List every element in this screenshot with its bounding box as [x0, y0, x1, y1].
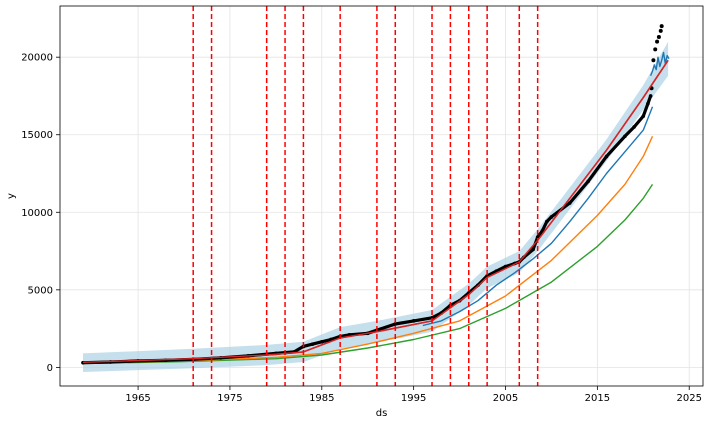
trend-line [82, 59, 669, 363]
observed-point [393, 322, 398, 326]
blue-line-series [422, 106, 654, 327]
observed-point [658, 28, 663, 33]
y-axis-ticks: 0 5000 10000 15000 20000 [21, 53, 60, 374]
observed-point [586, 179, 590, 184]
x-tick-label: 2025 [676, 393, 701, 404]
observed-point [656, 35, 661, 40]
grid-lines [60, 6, 703, 386]
x-tick-label: 2005 [493, 393, 518, 404]
x-tick-label: 1965 [125, 393, 150, 404]
uncertainty-band [83, 41, 669, 372]
observed-point [651, 58, 656, 63]
changepoint-lines [192, 6, 539, 386]
forecast-series [649, 51, 670, 77]
y-axis-label: y [6, 193, 17, 199]
orange-line-series [82, 136, 654, 364]
x-tick-label: 1995 [401, 393, 426, 404]
observed-point [568, 201, 572, 205]
x-tick-label: 2015 [585, 393, 610, 404]
y-tick-label: 20000 [21, 53, 53, 64]
observed-point [310, 342, 315, 346]
observed-point [653, 47, 658, 52]
y-tick-label: 10000 [21, 208, 53, 219]
x-axis-label: ds [376, 408, 388, 419]
observed-point [430, 315, 434, 320]
observed-point [623, 134, 627, 139]
observed-point [545, 219, 549, 224]
x-tick-label: 1975 [217, 393, 242, 404]
observed-series [81, 94, 653, 365]
observed-point [531, 247, 535, 252]
observed-point [659, 24, 664, 29]
observed-point [319, 339, 324, 344]
observed-point [648, 94, 653, 98]
x-tick-label: 1985 [309, 393, 334, 404]
y-tick-label: 5000 [28, 285, 53, 296]
observed-point [655, 39, 660, 44]
green-line-series [82, 184, 654, 365]
observed-point [641, 114, 646, 118]
observed-point [646, 101, 650, 106]
uncertainty-area [83, 41, 669, 372]
y-tick-label: 15000 [21, 130, 53, 141]
x-axis-ticks: 1965 1975 1985 1995 2005 2015 2025 [125, 386, 702, 404]
plot-frame [59, 5, 704, 387]
observed-point [540, 229, 545, 233]
observed-point [411, 319, 416, 323]
observed-point [549, 215, 554, 219]
y-tick-label: 0 [47, 363, 53, 374]
trend-series [82, 59, 669, 364]
series-lines [82, 51, 670, 365]
observed-point [632, 125, 636, 129]
observed-point [604, 154, 609, 159]
